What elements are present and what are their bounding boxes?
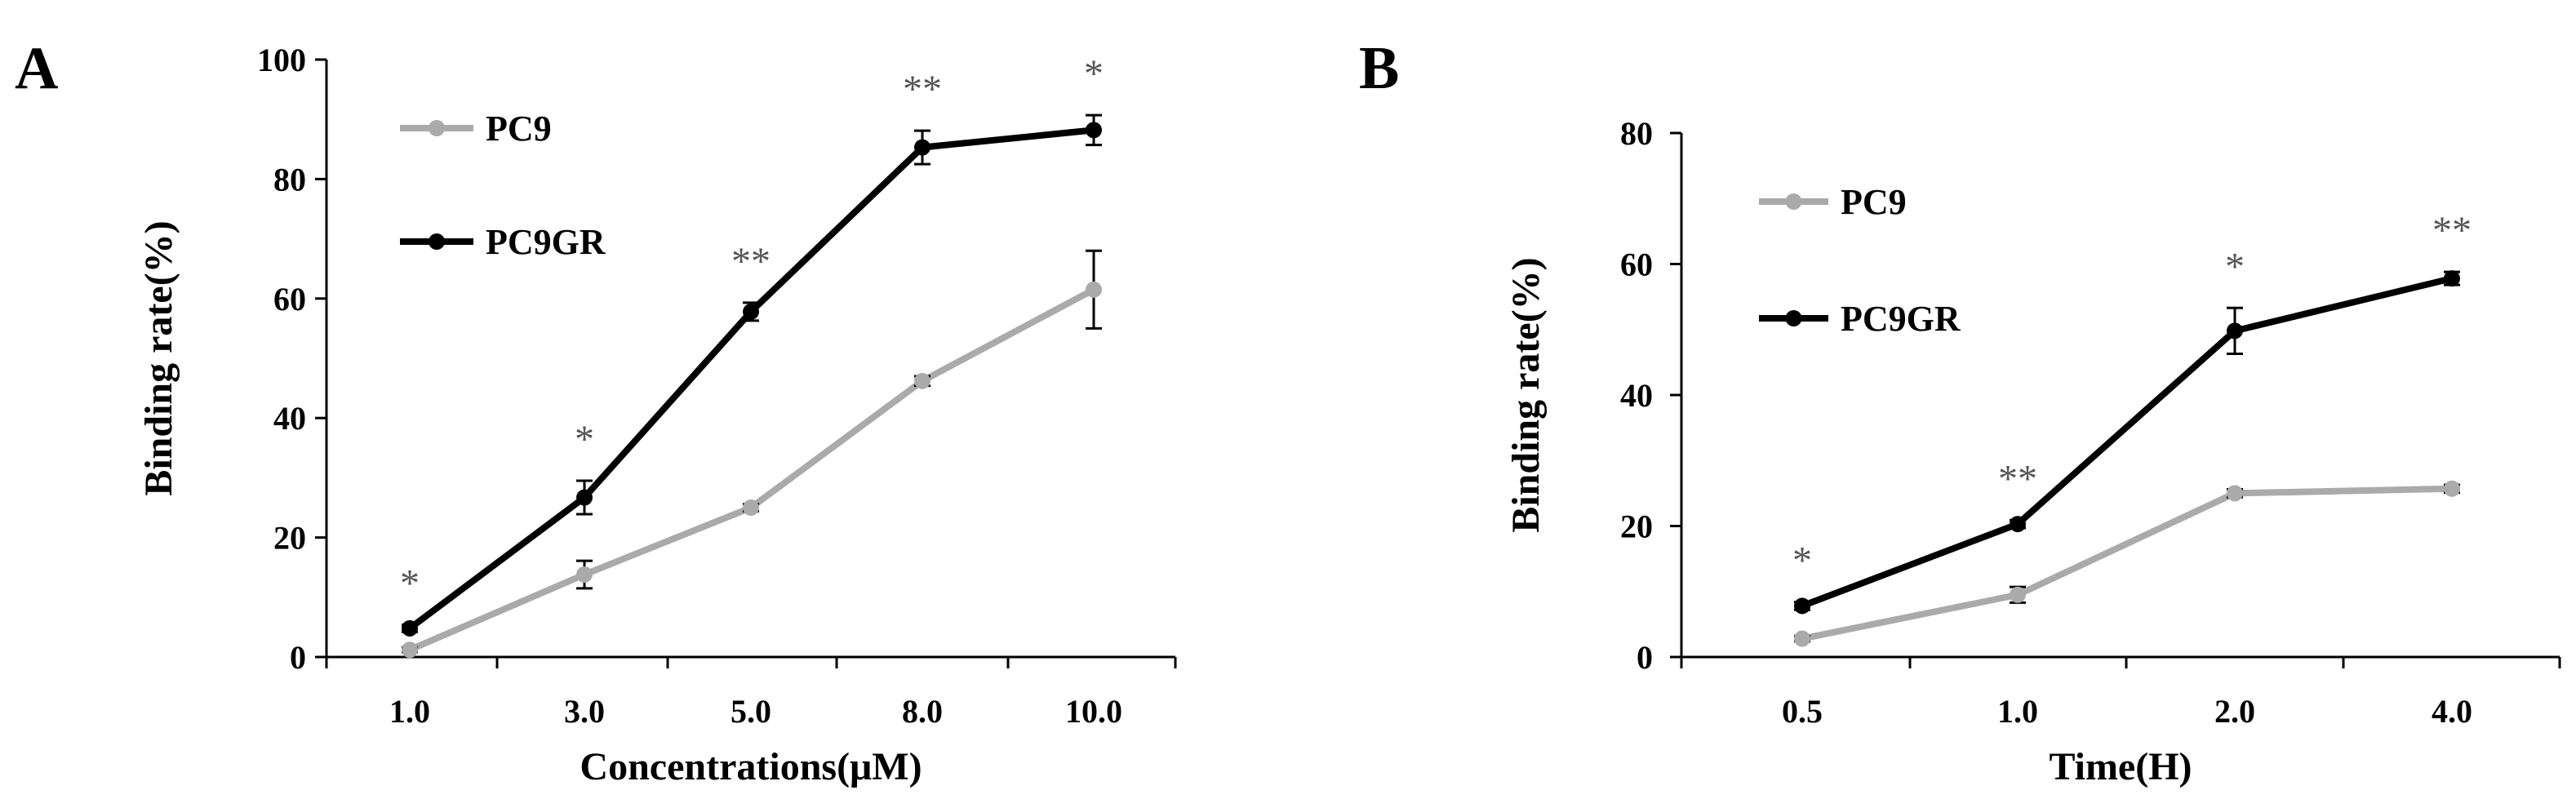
data-point-pc9 xyxy=(2444,480,2460,497)
y-tick-label: 80 xyxy=(273,161,306,198)
x-tick-label: 1.0 xyxy=(389,693,430,730)
y-tick-label: 0 xyxy=(290,639,306,676)
data-point-pc9 xyxy=(1794,630,1810,647)
legend-label-pc9: PC9 xyxy=(486,109,552,149)
data-point-pc9gr xyxy=(576,489,593,506)
x-tick-label: 1.0 xyxy=(1997,693,2038,730)
y-tick-label: 60 xyxy=(273,281,306,317)
data-point-pc9gr xyxy=(914,139,930,156)
significance-marker: ** xyxy=(903,68,942,111)
x-tick-label: 3.0 xyxy=(564,693,605,730)
y-tick-label: 80 xyxy=(1620,115,1653,152)
legend-marker-pc9gr xyxy=(429,233,445,250)
x-tick-label: 10.0 xyxy=(1065,693,1122,730)
x-axis-title: Time(H) xyxy=(2049,745,2192,788)
data-point-pc9 xyxy=(914,372,930,389)
series-line-pc9gr xyxy=(407,127,1095,632)
data-point-pc9gr xyxy=(743,303,759,320)
legend-label-pc9: PC9 xyxy=(1841,182,1907,222)
significance-marker: ** xyxy=(1998,457,2037,500)
legend-marker-pc9 xyxy=(429,120,445,136)
series-line-pc9 xyxy=(1801,485,2453,642)
legend-marker-pc9 xyxy=(1785,193,1802,210)
data-point-pc9gr xyxy=(2010,516,2026,533)
panel-label: A xyxy=(15,35,58,102)
panel-label: B xyxy=(1359,35,1399,102)
series-line-pc9gr xyxy=(1801,275,2453,610)
x-tick-label: 4.0 xyxy=(2432,693,2472,730)
data-point-pc9 xyxy=(2227,485,2243,502)
data-point-pc9 xyxy=(402,642,418,659)
data-point-pc9 xyxy=(1086,281,1102,298)
y-axis-title: Binding rate(%) xyxy=(137,220,180,495)
x-tick-label: 0.5 xyxy=(1782,693,1823,730)
significance-marker: * xyxy=(2225,245,2245,288)
series-line-pc9 xyxy=(408,286,1095,653)
significance-marker: * xyxy=(400,562,420,605)
x-tick-label: 2.0 xyxy=(2214,693,2255,730)
significance-marker: * xyxy=(1792,539,1812,583)
y-tick-label: 40 xyxy=(273,400,306,437)
x-tick-label: 5.0 xyxy=(731,693,771,730)
y-tick-label: 60 xyxy=(1620,246,1653,283)
significance-marker: ** xyxy=(731,240,771,283)
y-tick-label: 100 xyxy=(257,42,306,78)
x-axis-title: Concentrations(μM) xyxy=(580,745,922,788)
significance-marker: * xyxy=(1084,52,1104,95)
legend-marker-pc9gr xyxy=(1785,310,1802,326)
data-point-pc9gr xyxy=(2227,322,2243,340)
data-point-pc9gr xyxy=(1794,597,1810,615)
significance-marker: * xyxy=(575,418,594,461)
legend-label-pc9gr: PC9GR xyxy=(1841,299,1961,339)
data-point-pc9gr xyxy=(1086,122,1102,139)
y-axis-title: Binding rate(%) xyxy=(1504,257,1548,532)
data-point-pc9 xyxy=(576,566,593,583)
data-point-pc9gr xyxy=(402,619,418,637)
y-tick-label: 0 xyxy=(1637,639,1653,676)
data-point-pc9 xyxy=(2010,586,2026,603)
data-point-pc9 xyxy=(743,499,759,516)
y-tick-label: 20 xyxy=(1620,508,1653,545)
y-tick-label: 40 xyxy=(1620,377,1653,414)
significance-marker: ** xyxy=(2432,209,2472,252)
legend-label-pc9gr: PC9GR xyxy=(486,222,606,262)
x-tick-label: 8.0 xyxy=(902,693,943,730)
y-tick-label: 20 xyxy=(273,520,306,557)
data-point-pc9gr xyxy=(2444,270,2460,287)
